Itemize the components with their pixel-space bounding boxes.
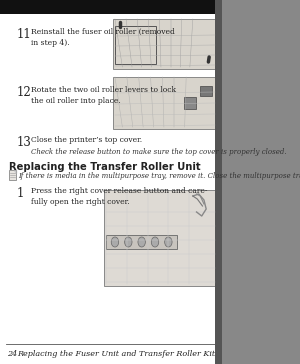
Circle shape xyxy=(111,237,119,247)
Bar xyxy=(115,26,156,64)
Text: Replacing the Transfer Roller Unit: Replacing the Transfer Roller Unit xyxy=(9,162,200,172)
Bar xyxy=(104,190,217,286)
Circle shape xyxy=(138,237,146,247)
Bar xyxy=(215,0,223,364)
Text: Close the printer’s top cover.: Close the printer’s top cover. xyxy=(31,136,142,144)
Circle shape xyxy=(151,237,159,247)
Circle shape xyxy=(124,237,132,247)
Text: 13: 13 xyxy=(16,136,31,149)
Text: If there is media in the multipurpose tray, remove it. Close the multipurpose tr: If there is media in the multipurpose tr… xyxy=(19,172,300,180)
Text: Press the right cover release button and care-
fully open the right cover.: Press the right cover release button and… xyxy=(31,187,208,206)
Bar xyxy=(0,345,223,364)
Bar xyxy=(9,170,16,180)
Polygon shape xyxy=(14,170,16,173)
Text: Reinstall the fuser oil roller (removed
in step 4).: Reinstall the fuser oil roller (removed … xyxy=(31,28,175,47)
Bar xyxy=(0,0,223,14)
Bar xyxy=(106,235,176,249)
Text: 11: 11 xyxy=(16,28,31,41)
Text: Rotate the two oil roller levers to lock
the oil roller into place.: Rotate the two oil roller levers to lock… xyxy=(31,86,176,105)
Text: 24: 24 xyxy=(8,350,18,358)
Text: Replacing the Fuser Unit and Transfer Roller Kit: Replacing the Fuser Unit and Transfer Ro… xyxy=(17,350,215,358)
Text: 1: 1 xyxy=(16,187,24,200)
Bar xyxy=(113,19,217,69)
Text: 12: 12 xyxy=(16,86,31,99)
Bar xyxy=(200,86,212,96)
Circle shape xyxy=(165,237,172,247)
Bar xyxy=(184,97,196,109)
Text: Check the release button to make sure the top cover is properly closed.: Check the release button to make sure th… xyxy=(31,148,287,156)
Bar xyxy=(113,77,217,129)
